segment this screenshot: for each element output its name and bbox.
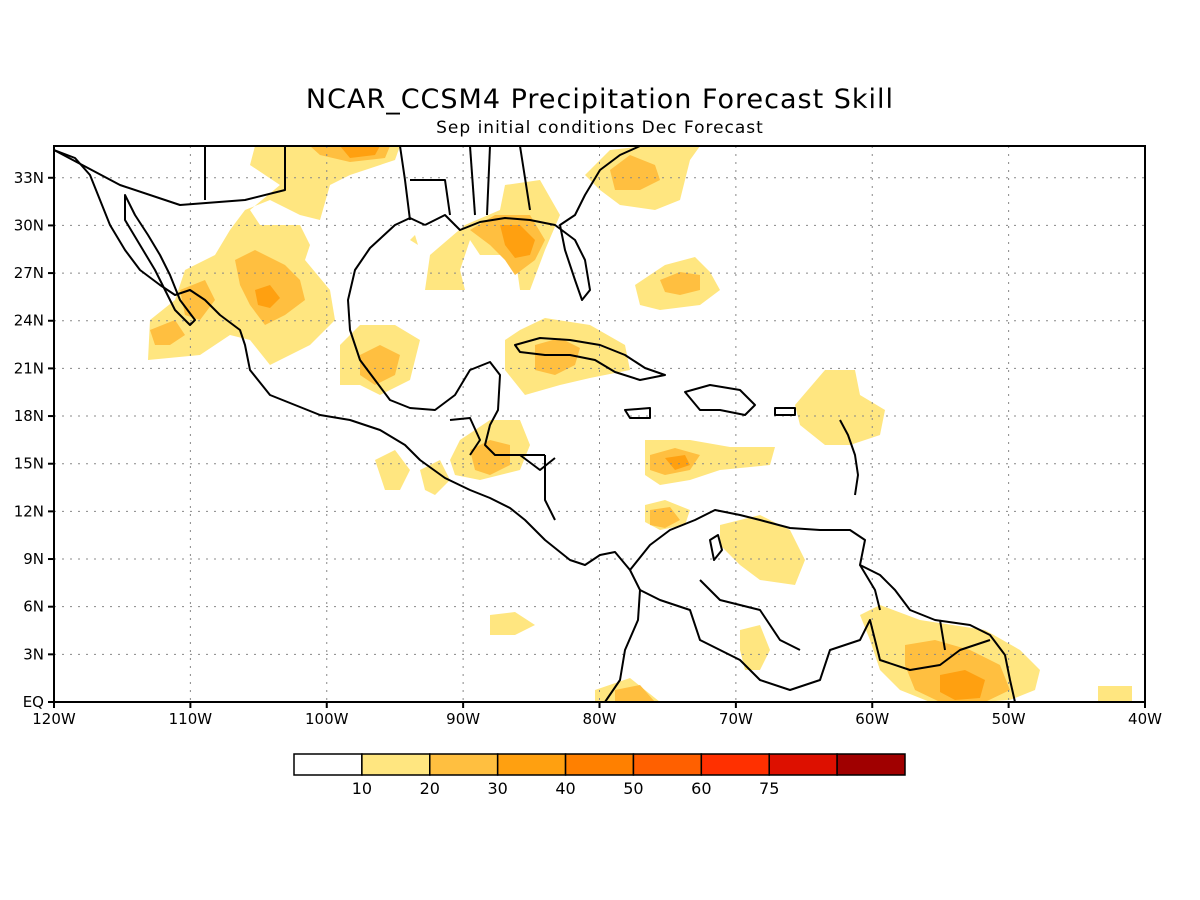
coastlines	[54, 146, 1016, 702]
lat-tick-label: 30N	[14, 216, 44, 234]
lat-tick-label: 6N	[23, 598, 44, 616]
colorbar-box	[768, 753, 838, 776]
colorbar-label: 60	[691, 779, 711, 798]
lon-tick-label: 110W	[169, 710, 213, 728]
colorbar-label: 30	[487, 779, 507, 798]
lon-tick-label: 80W	[583, 710, 617, 728]
longitude-axis: 120W 110W 100W 90W 80W 70W 60W 50W 40W	[32, 702, 1162, 728]
lat-tick-label: 9N	[23, 550, 44, 568]
lon-tick-label: 100W	[305, 710, 349, 728]
lon-tick-label: 90W	[446, 710, 480, 728]
colorbar-box	[836, 753, 906, 776]
lon-tick-label: 40W	[1128, 710, 1162, 728]
colorbar-box	[293, 753, 363, 776]
lat-tick-label: 21N	[14, 359, 44, 377]
lat-tick-label: 15N	[14, 455, 44, 473]
lat-tick-label: 24N	[14, 312, 44, 330]
colorbar-label: 40	[555, 779, 575, 798]
lat-tick-label: 33N	[14, 169, 44, 187]
colorbar-label: 75	[759, 779, 779, 798]
graticule	[54, 146, 1145, 702]
colorbar-box	[361, 753, 431, 776]
lon-tick-label: 60W	[855, 710, 889, 728]
lat-tick-label: 18N	[14, 407, 44, 425]
lon-tick-label: 50W	[992, 710, 1026, 728]
lon-tick-label: 120W	[32, 710, 76, 728]
skill-shading	[148, 146, 1132, 702]
lon-tick-label: 70W	[719, 710, 753, 728]
colorbar-box	[429, 753, 499, 776]
latitude-axis: EQ 3N 6N 9N 12N 15N 18N 21N 24N 27N 30N 33N	[14, 169, 54, 711]
colorbar: 10 20 30 40 50 60 75	[293, 753, 906, 798]
colorbar-box	[496, 753, 567, 776]
lat-tick-label: 12N	[14, 502, 44, 520]
colorbar-label: 50	[623, 779, 643, 798]
colorbar-label: 10	[352, 779, 372, 798]
map-subtitle: Sep initial conditions Dec Forecast	[436, 118, 764, 138]
colorbar-box	[700, 753, 770, 776]
lat-tick-label: 27N	[14, 264, 44, 282]
colorbar-box	[564, 753, 635, 776]
colorbar-label: 20	[420, 779, 440, 798]
map-title: NCAR_CCSM4 Precipitation Forecast Skill	[305, 84, 895, 115]
lat-tick-label: 3N	[23, 645, 44, 663]
lat-tick-label: EQ	[23, 693, 44, 711]
colorbar-box	[632, 753, 703, 776]
